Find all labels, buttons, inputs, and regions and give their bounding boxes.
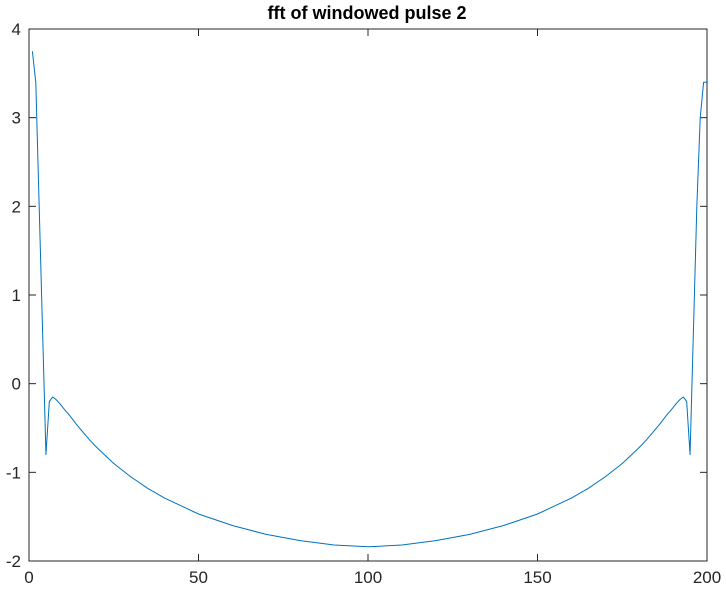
axis-ticks xyxy=(28,28,708,562)
series-line xyxy=(31,51,707,548)
y-tick-label: 0 xyxy=(12,375,21,394)
y-tick-label: 3 xyxy=(12,109,21,128)
y-tick-label: 1 xyxy=(12,286,21,305)
y-tick-label: -2 xyxy=(6,552,21,571)
x-tick-label: 100 xyxy=(354,568,382,587)
plot-frame xyxy=(28,28,708,562)
series-group xyxy=(31,51,707,548)
y-tick-label: 2 xyxy=(12,197,21,216)
x-axis-tick-labels: 0 50 100 150 200 xyxy=(24,568,721,587)
chart-title: fft of windowed pulse 2 xyxy=(268,3,467,23)
y-tick-label: -1 xyxy=(6,463,21,482)
x-tick-label: 0 xyxy=(24,568,33,587)
x-tick-label: 150 xyxy=(523,568,551,587)
y-axis-tick-labels: -2 -1 0 1 2 3 4 xyxy=(6,20,21,571)
x-tick-label: 50 xyxy=(189,568,208,587)
x-tick-label: 200 xyxy=(693,568,721,587)
y-tick-label: 4 xyxy=(12,20,21,39)
